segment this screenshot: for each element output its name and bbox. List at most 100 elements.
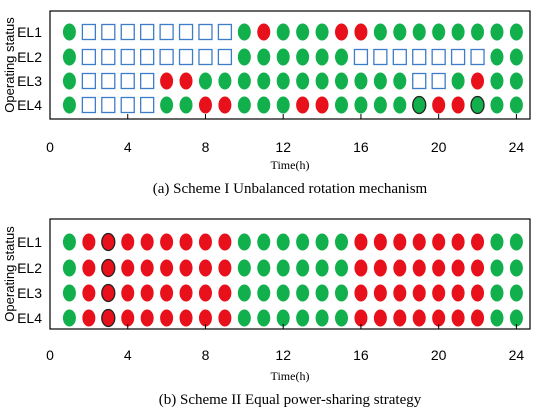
status-standby-el2-hour-6 (159, 48, 174, 66)
markers-a (62, 23, 523, 115)
status-standby-el3-hour-2 (81, 72, 97, 90)
x-tick-label-a: 8 (202, 139, 210, 155)
status-off-el1-hour-20 (432, 23, 446, 41)
status-on-el3-hour-7 (179, 284, 193, 302)
x-tick-label-b: 12 (275, 347, 291, 363)
status-off-el2-hour-11 (257, 259, 271, 277)
status-on-el4-hour-19 (412, 309, 426, 327)
status-off-el1-hour-13 (296, 233, 310, 251)
x-tick-label-a: 12 (275, 139, 291, 155)
status-off-el2-hour-10 (237, 259, 251, 277)
status-off-el3-hour-21 (451, 72, 465, 90)
status-on-el4-hour-9 (218, 309, 232, 327)
status-on-el3-hour-4 (121, 284, 135, 302)
status-on-el3-hour-18 (393, 284, 407, 302)
status-standby-el2-hour-21 (450, 48, 466, 66)
status-standby-el1-hour-4 (120, 23, 135, 41)
status-off-el1-hour-11 (257, 233, 271, 251)
status-on-el4-hour-16 (354, 309, 368, 327)
status-standby-el1-hour-5 (140, 23, 155, 41)
status-off-el3-hour-15 (334, 72, 348, 90)
status-off-el1-hour-1 (62, 23, 76, 41)
status-off-el2-hour-13 (296, 48, 310, 66)
status-off-el1-hour-1 (62, 233, 76, 251)
status-on-el1-hour-21 (451, 233, 465, 251)
status-on-el1-hour-20 (432, 233, 446, 251)
status-off-el3-hour-10 (237, 72, 251, 90)
status-standby-el3-hour-3 (101, 72, 116, 90)
status-standby-el3-hour-4 (120, 72, 135, 90)
status-off-el1-hour-17 (373, 23, 387, 41)
status-off-el4-hour-10 (237, 96, 251, 114)
status-off-el4-hour-10 (237, 309, 251, 327)
status-off-el4-hour-23 (490, 309, 504, 327)
x-tick-label-b: 16 (353, 347, 369, 363)
plot-frame-b (49, 218, 531, 330)
status-off-el4-hour-1 (62, 96, 76, 114)
status-standby-el2-hour-2 (81, 48, 97, 66)
status-off-el2-hour-12 (276, 48, 290, 66)
status-on-el4-hour-17 (373, 309, 387, 327)
x-axis-label-b: Time(h) (271, 369, 310, 383)
status-standby-el3-hour-19 (412, 72, 427, 90)
status-off-el2-hour-24 (509, 48, 523, 66)
status-on-el2-hour-5 (140, 259, 154, 277)
status-standby-el2-hour-17 (373, 48, 388, 66)
status-standby-el2-hour-16 (353, 48, 369, 66)
status-off-el3-hour-11 (257, 284, 271, 302)
status-off-el2-hour-1 (62, 48, 76, 66)
status-on-el3-hour-19 (412, 284, 426, 302)
row-label-el1: EL1 (17, 24, 42, 40)
status-on-el2-hour-17 (373, 259, 387, 277)
status-off-el4-hour-14 (315, 309, 329, 327)
caption-b: (b) Scheme II Equal power-sharing strate… (159, 392, 422, 408)
row-labels-b: EL1 EL2 EL3 EL4 (17, 234, 42, 326)
status-on-el4-hour-4 (121, 309, 135, 327)
status-off-el3-hour-14 (315, 284, 329, 302)
status-off-el3-hour-23 (490, 284, 504, 302)
status-on-el3-hour-7 (179, 72, 193, 90)
status-off-el4-hour-12 (276, 96, 290, 114)
status-off-el1-hour-22 (471, 23, 485, 41)
status-off-el4-hour-13 (296, 309, 310, 327)
row-label-el3: EL3 (17, 73, 42, 89)
status-off-el1-hour-12 (276, 233, 290, 251)
row-label-el4: EL4 (17, 97, 42, 113)
status-off-el4-hour-12 (276, 309, 290, 327)
status-on-el2-hour-3 (101, 258, 116, 278)
status-standby-el4-hour-3 (101, 96, 116, 114)
status-off-el4-hour-18 (393, 96, 407, 114)
status-off-el2-hour-15 (334, 259, 348, 277)
status-on-el4-hour-7 (179, 309, 193, 327)
status-standby-el1-hour-9 (217, 23, 233, 41)
status-on-el1-hour-22 (471, 233, 485, 251)
y-axis-label-a: Operating status (2, 17, 17, 113)
status-standby-el2-hour-7 (178, 48, 194, 66)
status-on-el4-hour-22 (471, 309, 485, 327)
status-on-el3-hour-22 (471, 72, 485, 90)
status-off-el2-hour-11 (257, 48, 271, 66)
x-tick-label-a: 4 (124, 139, 132, 155)
status-on-el1-hour-17 (373, 233, 387, 251)
status-on-el3-hour-17 (373, 284, 387, 302)
row-labels-a: EL1 EL2 EL3 EL4 (17, 24, 42, 113)
status-standby-el3-hour-20 (431, 72, 446, 90)
status-off-el3-hour-24 (509, 72, 523, 90)
status-off-el2-hour-24 (509, 259, 523, 277)
status-off-el1-hour-23 (490, 23, 504, 41)
status-standby-el2-hour-18 (392, 48, 407, 66)
row-label-el3: EL3 (17, 285, 42, 301)
x-tick-label-a: 20 (431, 139, 447, 155)
y-axis-label-b: Operating status (2, 226, 17, 322)
status-on-el3-hour-6 (160, 284, 174, 302)
status-off-el3-hour-1 (62, 72, 76, 90)
status-off-el4-hour-24 (509, 96, 523, 114)
x-tick-label-b: 20 (431, 347, 447, 363)
status-on-el3-hour-3 (101, 283, 116, 303)
status-on-el1-hour-9 (218, 233, 232, 251)
status-on-el3-hour-9 (218, 284, 232, 302)
status-on-el3-hour-2 (82, 284, 96, 302)
plot-frame-a (49, 10, 531, 120)
status-on-el2-hour-18 (393, 259, 407, 277)
status-off-el2-hour-23 (490, 48, 504, 66)
